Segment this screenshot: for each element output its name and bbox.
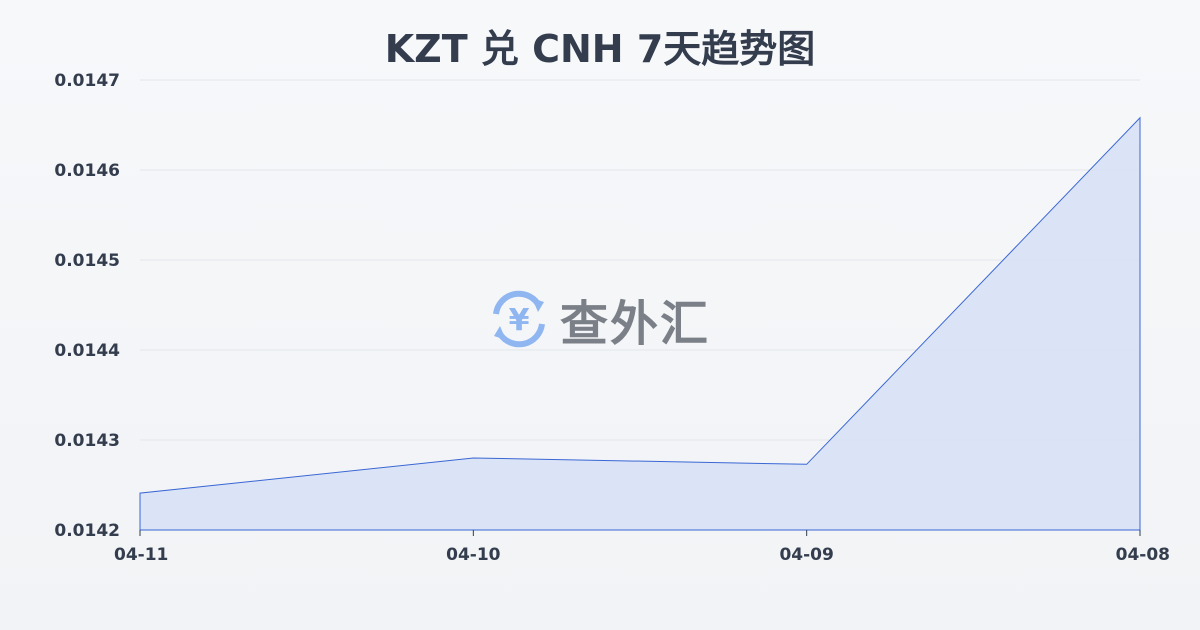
x-tick-label: 04-08: [1116, 545, 1170, 565]
watermark-text: 查外汇: [560, 296, 711, 352]
y-tick-label: 0.0145: [54, 251, 120, 271]
svg-text:¥: ¥: [509, 303, 530, 338]
area-fill: [140, 117, 1140, 531]
y-tick-label: 0.0143: [54, 431, 120, 451]
yen-exchange-icon: ¥: [493, 290, 545, 348]
y-tick-label: 0.0146: [54, 161, 120, 181]
x-tick-label: 04-10: [446, 545, 501, 565]
series-line: [139, 116, 1141, 530]
x-tick-label: 04-11: [114, 545, 168, 565]
y-tick-label: 0.0147: [54, 71, 120, 91]
watermark: ¥ 查外汇: [488, 284, 710, 354]
y-tick-label: 0.0144: [54, 341, 120, 361]
x-tick-label: 04-09: [779, 545, 833, 565]
y-tick-label: 0.0142: [54, 521, 120, 541]
chart-title: KZT 兑 CNH 7天趋势图: [384, 27, 816, 71]
